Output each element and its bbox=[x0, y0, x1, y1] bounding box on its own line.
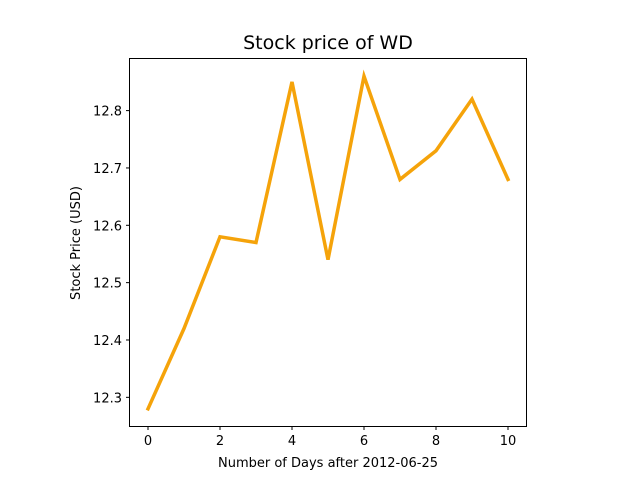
series-lines bbox=[145, 69, 511, 412]
x-axis: 0 2 4 6 8 10 bbox=[144, 426, 516, 449]
x-axis-label: Number of Days after 2012-06-25 bbox=[218, 456, 438, 471]
x-tick-label: 2 bbox=[216, 434, 224, 449]
y-axis: 12.3 12.4 12.5 12.6 12.7 12.8 bbox=[93, 105, 130, 406]
x-tick-label: 0 bbox=[144, 434, 152, 449]
x-tick-label: 4 bbox=[288, 434, 296, 449]
x-tick-label: 10 bbox=[500, 434, 517, 449]
y-axis-label: Stock Price (USD) bbox=[69, 186, 84, 300]
y-tick-label: 12.8 bbox=[93, 105, 122, 120]
x-tick-label: 6 bbox=[360, 434, 368, 449]
plot-area: 0 2 4 6 8 10 12.3 12.4 12.5 12.6 12.7 12.8 bbox=[93, 58, 527, 449]
series-line bbox=[145, 69, 511, 412]
y-tick-label: 12.5 bbox=[93, 277, 122, 292]
y-tick-label: 12.7 bbox=[93, 162, 122, 177]
y-tick-label: 12.4 bbox=[93, 334, 122, 349]
x-tick-label: 8 bbox=[432, 434, 440, 449]
y-tick-label: 12.3 bbox=[93, 391, 122, 406]
chart-title: Stock price of WD bbox=[243, 32, 413, 54]
axes-frame bbox=[129, 58, 527, 427]
y-tick-label: 12.6 bbox=[93, 219, 122, 234]
